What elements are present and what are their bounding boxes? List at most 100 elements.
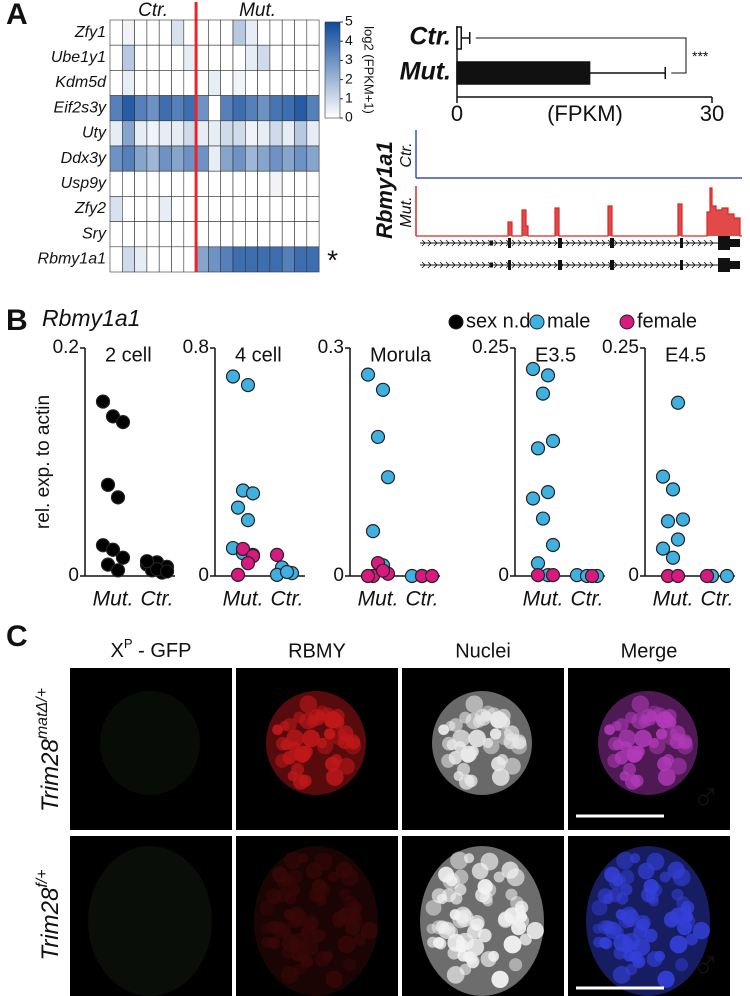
nucleus — [643, 928, 658, 943]
nucleus — [272, 724, 284, 736]
gene-arrow — [643, 239, 648, 247]
nucleus — [681, 904, 692, 916]
micrograph — [568, 668, 730, 830]
gene-arrow — [517, 261, 522, 269]
panel-title: 2 cell — [105, 344, 152, 366]
heatmap-cell — [245, 95, 258, 122]
heatmap-cell — [245, 170, 258, 197]
gene-arrow — [601, 261, 606, 269]
data-point — [655, 541, 671, 556]
heatmap-cell — [294, 95, 308, 122]
gene-arrow — [475, 239, 480, 247]
nucleus — [306, 715, 320, 728]
y-axis-label: rel. exp. to actin — [33, 395, 54, 529]
heatmap-cell — [232, 221, 246, 248]
heatmap-cell — [269, 44, 283, 71]
heatmap-cell — [109, 19, 123, 46]
data-point — [240, 556, 256, 571]
heatmap-cell — [306, 19, 320, 46]
nucleus — [314, 705, 330, 721]
exon — [680, 260, 683, 270]
heatmap-cell — [281, 95, 295, 122]
data-point — [535, 511, 551, 526]
gene-arrow — [589, 239, 594, 247]
nucleus — [286, 911, 303, 929]
gene-arrow — [589, 261, 594, 269]
nucleus — [592, 923, 603, 934]
heatmap-cell — [109, 95, 123, 122]
heatmap-cell — [158, 170, 172, 197]
track-label: Ctr. — [398, 142, 415, 167]
heatmap-cell — [220, 70, 234, 96]
row-label: Rbmy1a1 — [38, 251, 106, 268]
nucleus — [503, 757, 521, 775]
colorbar-tick-label: 2 — [345, 70, 353, 86]
heatmap-cell — [257, 221, 271, 248]
heatmap-cell — [109, 221, 123, 248]
heatmap-cell — [122, 221, 135, 248]
nucleus — [601, 920, 615, 934]
heatmap-cell — [158, 145, 172, 172]
nucleus — [280, 966, 299, 984]
data-point — [530, 567, 546, 583]
nucleus — [272, 866, 289, 883]
heatmap-cell — [269, 95, 283, 122]
heatmap-cell — [269, 120, 283, 147]
heatmap-cell — [220, 221, 234, 248]
data-point — [269, 547, 285, 563]
data-point — [375, 563, 391, 578]
exon — [610, 238, 614, 248]
gene-arrow — [481, 239, 486, 247]
y-tick-label: 0 — [628, 565, 639, 586]
row-label: Trim28f/+ — [34, 869, 64, 960]
nucleus — [300, 938, 319, 957]
nucleus — [641, 887, 656, 903]
heatmap-cell — [158, 120, 172, 147]
heatmap-cell — [122, 120, 135, 147]
gene-arrow — [535, 239, 540, 247]
heatmap-cell — [294, 70, 308, 96]
nucleus — [309, 887, 324, 903]
data-point — [670, 568, 686, 584]
data-point — [545, 433, 561, 449]
heatmap-cell — [269, 221, 283, 248]
heatmap-cell — [269, 70, 283, 96]
nucleus — [280, 739, 292, 751]
gene-arrow — [535, 261, 540, 269]
nucleus — [646, 852, 665, 871]
gene-arrow — [685, 239, 690, 247]
data-point — [535, 386, 551, 401]
y-tick-label: 0 — [68, 565, 79, 586]
heatmap-cell — [281, 221, 295, 248]
exon — [508, 260, 511, 270]
heatmap-cell — [122, 246, 135, 273]
nucleus — [337, 935, 356, 954]
nucleus — [667, 861, 685, 879]
nucleus — [343, 958, 357, 972]
exon — [610, 260, 614, 270]
gene-arrow — [655, 239, 660, 247]
heatmap-cell — [158, 221, 172, 248]
header-text: - GFP — [133, 640, 192, 662]
heatmap-cell — [245, 120, 258, 147]
y-tick-label: 0 — [498, 565, 509, 586]
gene-arrow — [655, 261, 660, 269]
data-point — [360, 367, 376, 382]
heatmap-cell — [257, 120, 271, 147]
y-tick-label: 0.25 — [602, 337, 639, 358]
nucleus — [480, 852, 499, 871]
heatmap-cell — [306, 120, 320, 147]
row-label: Ddx3y — [61, 150, 107, 167]
nucleus — [302, 729, 320, 748]
nucleus — [453, 869, 469, 885]
row-sup: f/+ — [34, 869, 51, 887]
heatmap-cell — [158, 246, 172, 273]
gene-arrow — [673, 261, 678, 269]
category-label: Mut. — [400, 58, 451, 86]
heatmap-cell — [208, 95, 221, 122]
data-point — [370, 429, 386, 445]
heatmap-cell — [257, 44, 271, 71]
data-point — [115, 415, 131, 430]
nucleus — [509, 958, 523, 972]
nucleus — [664, 911, 680, 927]
